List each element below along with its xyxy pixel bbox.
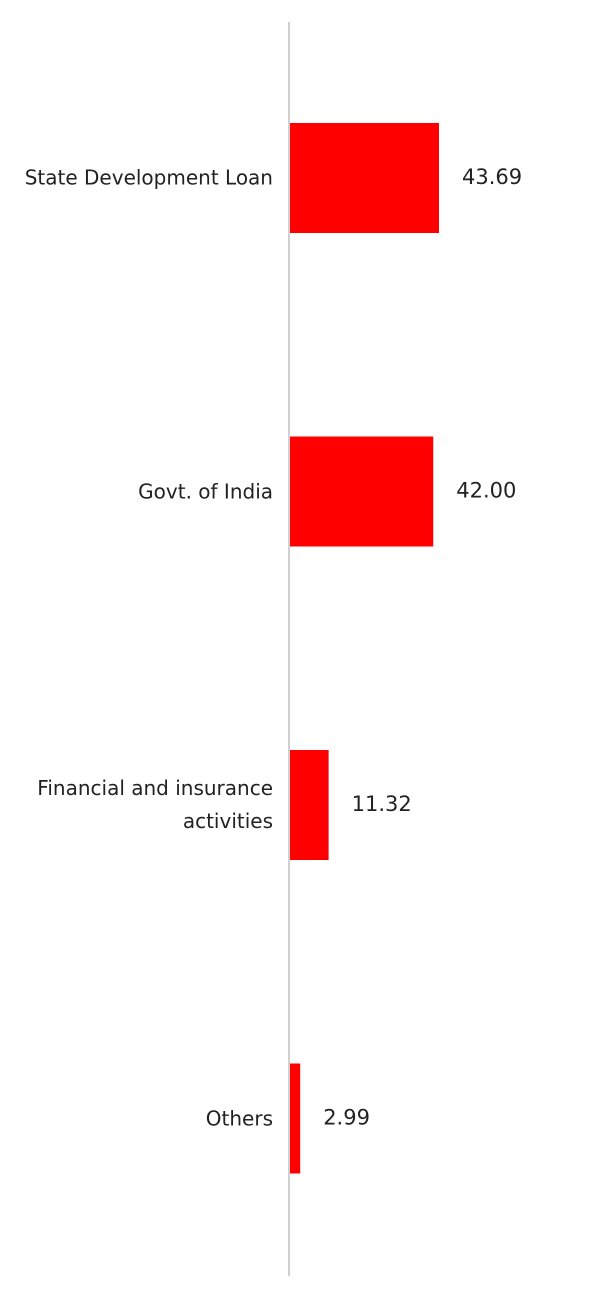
bar: [290, 436, 434, 547]
category-label: Financial and insurance activities: [37, 776, 273, 833]
value-label: 42.00: [456, 479, 516, 503]
value-label: 43.69: [462, 165, 522, 189]
value-label: 11.32: [352, 792, 412, 816]
category-label: Govt. of India: [138, 479, 273, 503]
category-label: Others: [205, 1106, 273, 1130]
bar: [290, 750, 329, 860]
value-label: 2.99: [323, 1106, 370, 1130]
bar: [290, 1063, 301, 1174]
category-label: State Development Loan: [24, 165, 273, 190]
bar: [290, 123, 439, 233]
